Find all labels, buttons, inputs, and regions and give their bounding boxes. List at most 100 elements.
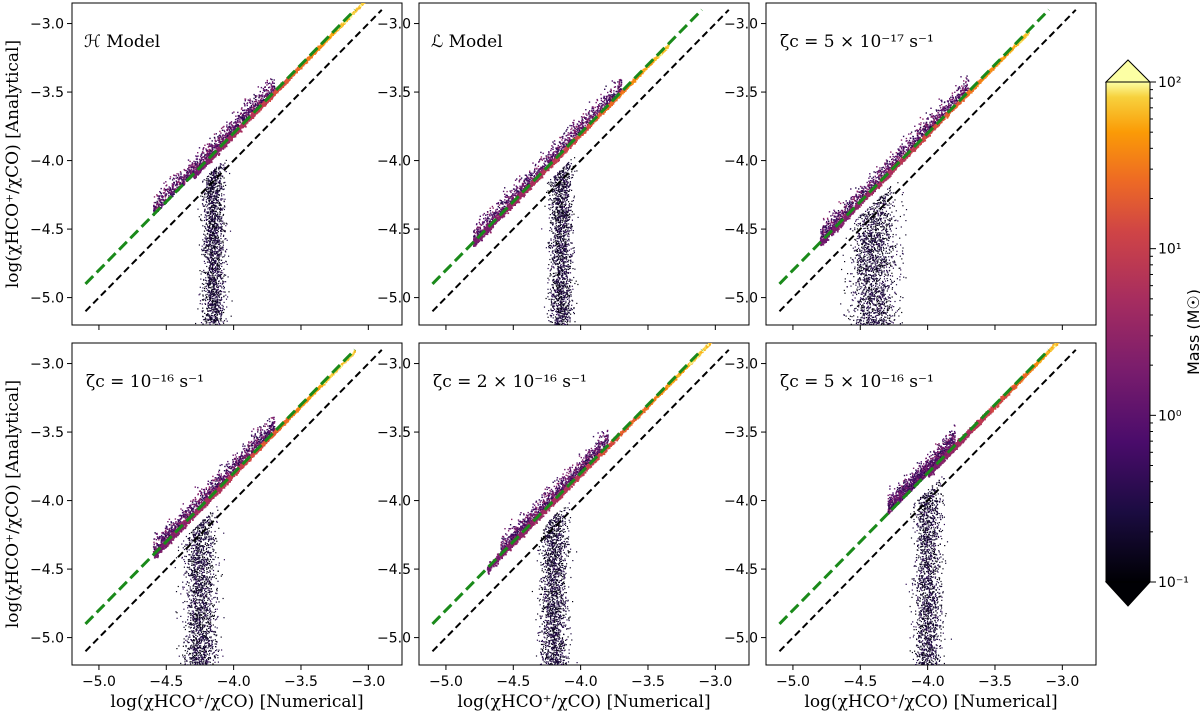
reference-line-fit (778, 348, 1050, 625)
x-tick-label: −3.5 (978, 674, 1012, 690)
panel-3-reference-lines (84, 348, 383, 652)
panel-3-y-ticks: −5.0 −4.5 −4.0 −3.5 −3.0 (30, 357, 72, 647)
y-tick-label: −4.0 (30, 494, 64, 510)
y-tick-label: −5.0 (30, 291, 64, 307)
panel-3-frame (71, 342, 403, 666)
reference-line-fit (84, 8, 356, 285)
colorbar-ticks: 10⁻¹ 10⁰ 10¹ 10² (1150, 75, 1189, 591)
panel-1-y-ticks: −5.0 −4.5 −4.0 −3.5 −3.0 (377, 17, 419, 307)
x-tick-label: −4.0 (564, 674, 598, 690)
panel-4-reference-lines (431, 348, 730, 652)
x-axis-label-col-0: log(χHCO⁺/χCO) [Numerical] (110, 692, 363, 712)
colorbar-tick-label: 10² (1158, 75, 1181, 91)
panel-3-title: ζc = 10⁻¹⁶ s⁻¹ (86, 372, 204, 392)
colorbar-extend-max (1104, 59, 1152, 83)
y-tick-label: −4.0 (377, 494, 411, 510)
reference-line-one-to-one (431, 9, 730, 312)
y-tick-label: −3.0 (377, 17, 411, 33)
x-tick-label: −4.5 (149, 674, 183, 690)
panel-2-y-ticks: −5.0 −4.5 −4.0 −3.5 −3.0 (724, 17, 766, 307)
reference-line-one-to-one (778, 349, 1077, 652)
panel-5-title: ζc = 5 × 10⁻¹⁶ s⁻¹ (780, 372, 934, 392)
y-tick-label: −3.5 (377, 85, 411, 101)
x-tick-label: −4.5 (496, 674, 530, 690)
x-tick-label: −5.0 (82, 674, 116, 690)
y-tick-label: −5.0 (724, 631, 758, 647)
colorbar-tick-label: 10⁰ (1158, 408, 1182, 424)
x-tick-label: −5.0 (429, 674, 463, 690)
panel-2-reference-lines (778, 8, 1077, 312)
reference-line-one-to-one (778, 9, 1077, 312)
panel-4-frame (418, 342, 750, 666)
panel-5-y-ticks: −5.0 −4.5 −4.0 −3.5 −3.0 (724, 357, 766, 647)
y-tick-label: −4.0 (724, 154, 758, 170)
y-tick-label: −5.0 (30, 631, 64, 647)
y-axis-label-row-0: log(χHCO⁺/χCO) [Analytical] (3, 40, 23, 288)
panel-5-reference-lines (778, 348, 1077, 652)
y-tick-label: −3.0 (30, 357, 64, 373)
x-tick-label: −3.5 (284, 674, 318, 690)
colorbar-tick-label: 10⁻¹ (1158, 575, 1189, 591)
panel-1-frame (418, 2, 750, 326)
panel-0: −5.0 −4.5 −4.0 −3.5 −3.0 ℋ Model (30, 2, 403, 330)
panel-1-title: ℒ Model (431, 32, 503, 52)
panel-4-x-ticks: −5.0 −4.5 −4.0 −3.5 −3.0 (429, 665, 732, 690)
y-tick-label: −4.5 (724, 562, 758, 578)
y-axis-label-row-1: log(χHCO⁺/χCO) [Analytical] (3, 380, 23, 628)
panel-1: −5.0 −4.5 −4.0 −3.5 −3.0 ℒ Model (377, 2, 750, 330)
panel-4-y-ticks: −5.0 −4.5 −4.0 −3.5 −3.0 (377, 357, 419, 647)
panel-2-x-ticks (792, 325, 1063, 330)
colorbar: 10⁻¹ 10⁰ 10¹ 10² Mass (M☉) (1104, 59, 1200, 607)
y-tick-label: −3.0 (724, 357, 758, 373)
panel-4: −5.0 −4.5 −4.0 −3.5 −3.0 −5.0 −4.5 −4.0 −3.5 −3.… (377, 342, 750, 690)
x-tick-label: −4.0 (911, 674, 945, 690)
y-tick-label: −4.0 (724, 494, 758, 510)
y-tick-label: −5.0 (377, 291, 411, 307)
x-tick-label: −3.0 (1045, 674, 1079, 690)
colorbar-bar (1105, 81, 1151, 583)
panel-5-x-ticks: −5.0 −4.5 −4.0 −3.5 −3.0 (776, 665, 1079, 690)
reference-line-one-to-one (84, 9, 383, 312)
x-tick-label: −3.0 (351, 674, 385, 690)
y-tick-label: −3.5 (30, 425, 64, 441)
y-tick-label: −3.0 (30, 17, 64, 33)
panel-5: −5.0 −4.5 −4.0 −3.5 −3.0 −5.0 −4.5 −4.0 −3.5 −3.… (724, 342, 1097, 690)
panel-2: −5.0 −4.5 −4.0 −3.5 −3.0 ζc = 5 × 10⁻¹⁷ s⁻¹ (724, 2, 1097, 330)
reference-line-fit (84, 348, 356, 625)
y-tick-label: −3.0 (724, 17, 758, 33)
reference-line-fit (431, 348, 703, 625)
panel-3-x-ticks: −5.0 −4.5 −4.0 −3.5 −3.0 (82, 665, 385, 690)
colorbar-tick-label: 10¹ (1158, 242, 1181, 258)
panel-0-x-ticks (98, 325, 369, 330)
reference-line-one-to-one (84, 349, 383, 652)
x-tick-label: −5.0 (776, 674, 810, 690)
x-tick-label: −4.0 (217, 674, 251, 690)
panel-3: −5.0 −4.5 −4.0 −3.5 −3.0 −5.0 −4.5 −4.0 −3.5 −3.… (30, 342, 403, 690)
panel-2-frame (765, 2, 1097, 326)
colorbar-extend-min (1104, 581, 1152, 607)
y-tick-label: −4.5 (377, 562, 411, 578)
y-tick-label: −3.5 (30, 85, 64, 101)
y-tick-label: −5.0 (377, 631, 411, 647)
y-tick-label: −3.5 (724, 85, 758, 101)
reference-line-one-to-one (431, 349, 730, 652)
panel-0-title: ℋ Model (84, 32, 160, 52)
panel-0-reference-lines (84, 8, 383, 312)
panel-0-frame (71, 2, 403, 326)
x-axis-label-col-2: log(χHCO⁺/χCO) [Numerical] (804, 692, 1057, 712)
panel-4-title: ζc = 2 × 10⁻¹⁶ s⁻¹ (433, 372, 587, 392)
y-tick-label: −4.5 (724, 222, 758, 238)
x-tick-label: −4.5 (843, 674, 877, 690)
y-tick-label: −3.0 (377, 357, 411, 373)
reference-line-fit (778, 8, 1050, 285)
y-tick-label: −4.0 (30, 154, 64, 170)
y-tick-label: −4.5 (30, 562, 64, 578)
y-tick-label: −4.5 (377, 222, 411, 238)
panel-0-y-ticks: −5.0 −4.5 −4.0 −3.5 −3.0 (30, 17, 72, 307)
panel-2-title: ζc = 5 × 10⁻¹⁷ s⁻¹ (780, 32, 934, 52)
reference-line-fit (431, 8, 703, 285)
y-tick-label: −5.0 (724, 291, 758, 307)
panel-1-x-ticks (445, 325, 716, 330)
y-tick-label: −4.5 (30, 222, 64, 238)
